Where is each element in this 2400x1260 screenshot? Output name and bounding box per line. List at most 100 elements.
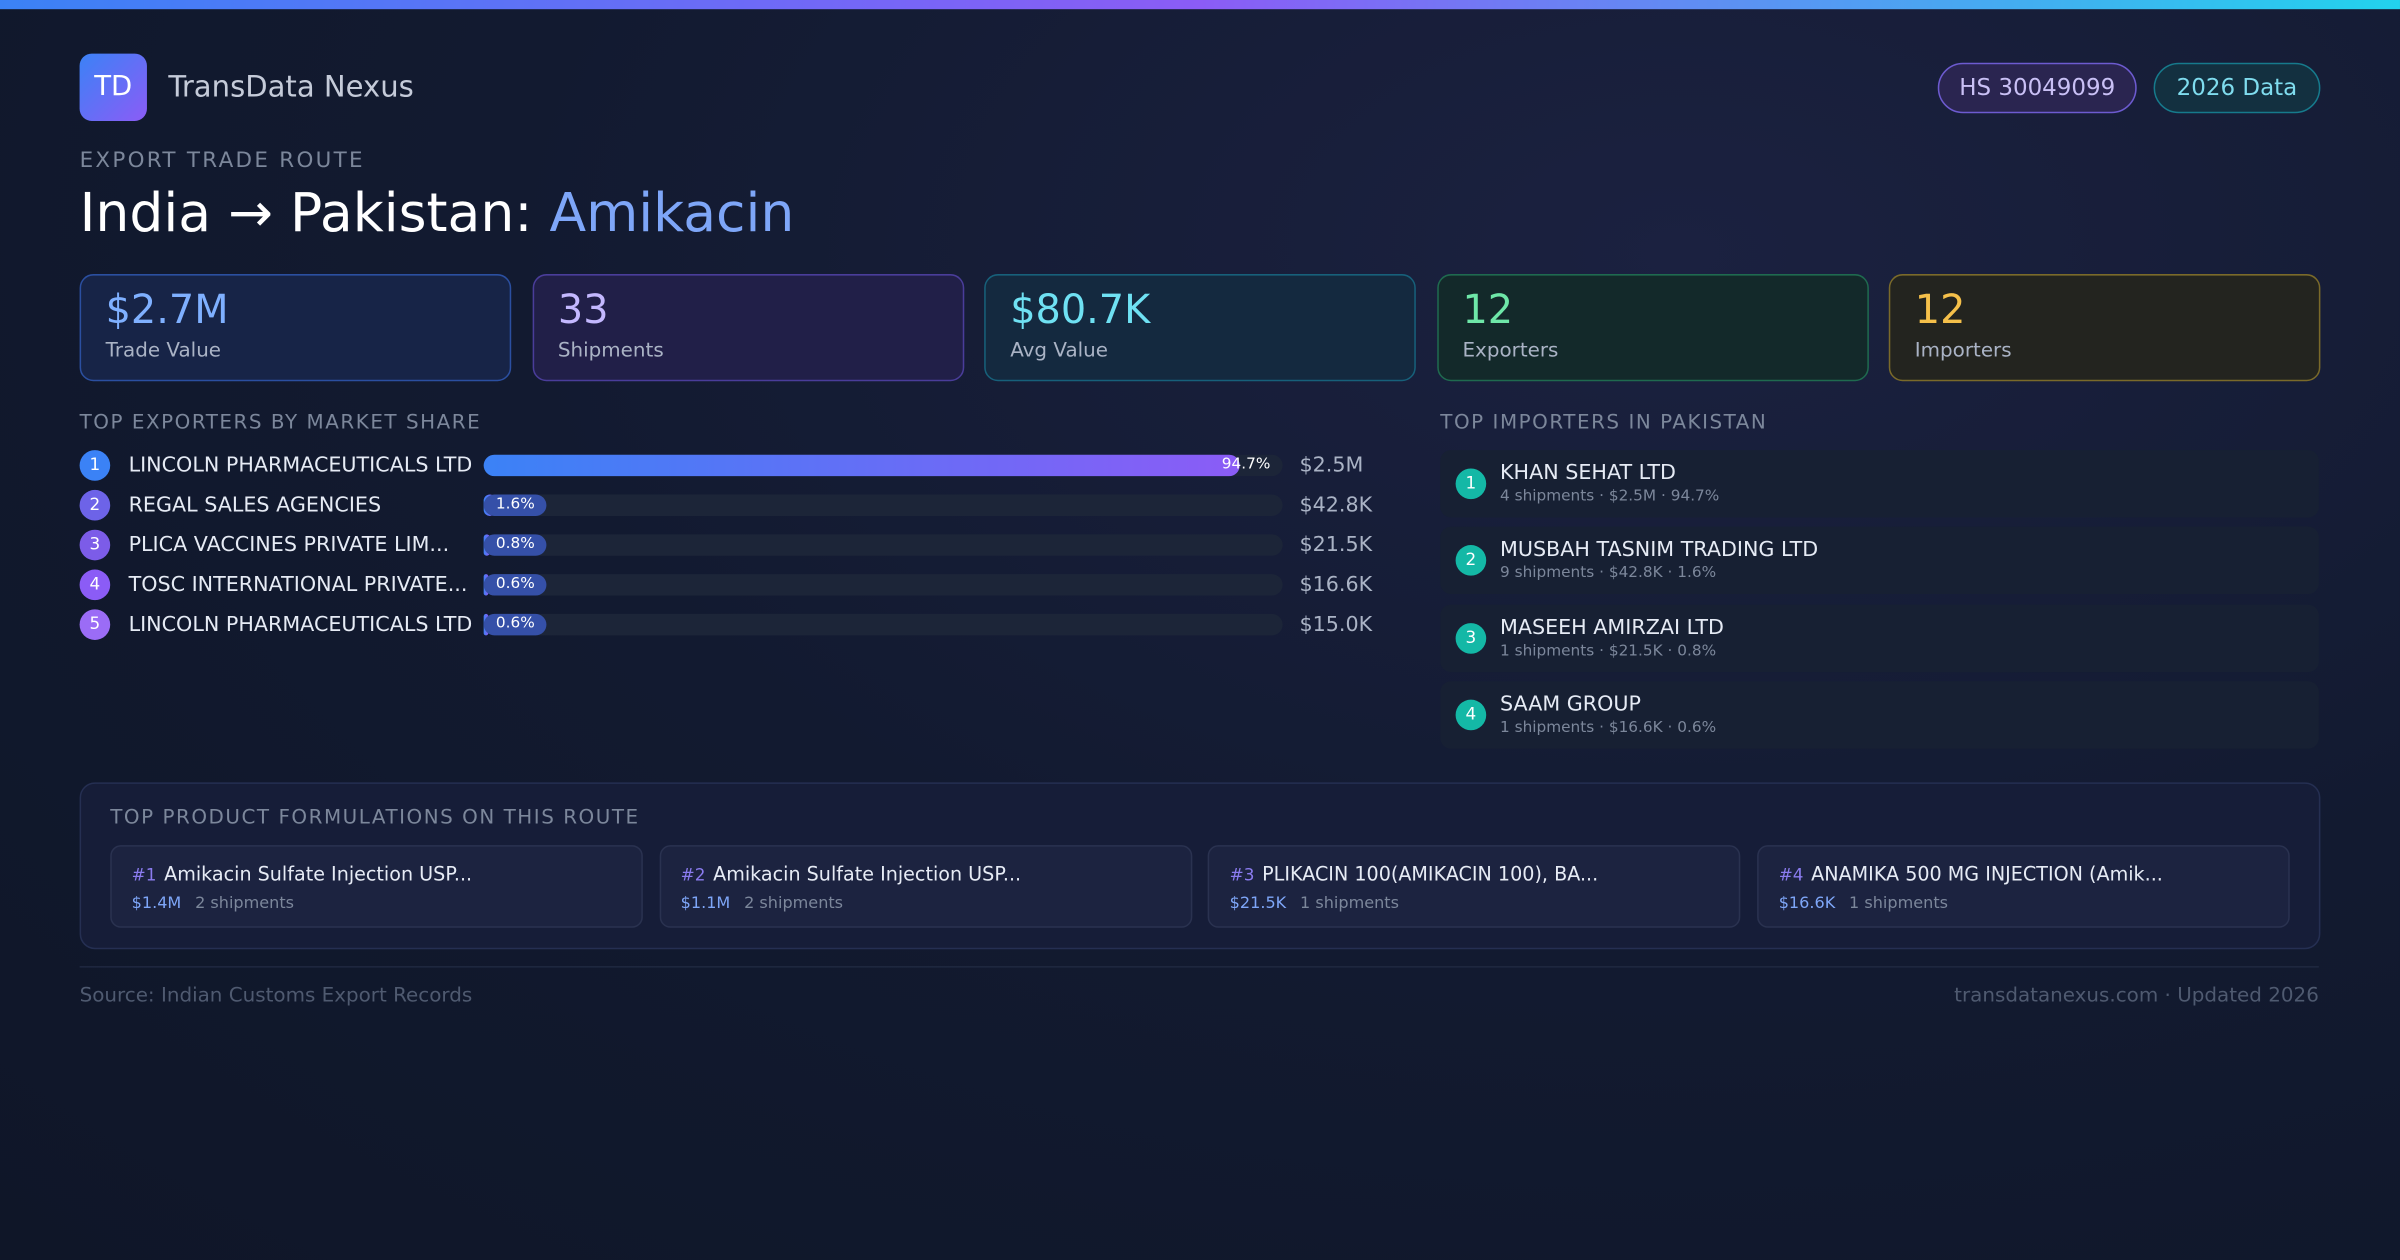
- stat-value: 12: [1914, 287, 1966, 334]
- exporter-name: REGAL SALES AGENCIES: [128, 492, 382, 518]
- importer-card: 1 KHAN SEHAT LTD 4 shipments · $2.5M · 94.…: [1440, 450, 2319, 518]
- rank-badge: 4: [1455, 699, 1487, 731]
- title: India → Pakistan: Amikacin: [80, 184, 795, 245]
- stat-value: 12: [1462, 287, 1514, 334]
- exporter-name: LINCOLN PHARMACEUTICALS LTD: [128, 612, 473, 637]
- importer-card: 4 SAAM GROUP 1 shipments · $16.6K · 0.6%: [1440, 681, 2319, 749]
- share-label: 94.7%: [1221, 456, 1271, 474]
- importer-card: 2 MUSBAH TASNIM TRADING LTD 9 shipments · …: [1440, 527, 2319, 595]
- logo: TD: [79, 53, 147, 121]
- stat-label: Importers: [1914, 339, 2012, 363]
- rank-badge: 4: [79, 569, 111, 601]
- importer-name: MASEEH AMIRZAI LTD: [1499, 614, 1724, 640]
- product-stats: $1.4M 2 shipments: [132, 894, 294, 912]
- share-bar: [483, 454, 1241, 477]
- importer-name: MUSBAH TASNIM TRADING LTD: [1499, 537, 1819, 563]
- divider: [79, 966, 2319, 968]
- product-shipments: 2 shipments: [195, 894, 295, 913]
- rank-badge: 2: [1455, 545, 1487, 577]
- product-card: #3 PLIKACIN 100(AMIKACIN 100), BA... $21.5…: [1208, 845, 1741, 928]
- stat-label: Exporters: [1462, 339, 1559, 363]
- route-title: India → Pakistan:: [79, 183, 533, 245]
- share-label: 1.6%: [483, 494, 548, 516]
- importer-name: SAAM GROUP: [1499, 691, 1641, 717]
- brand: TransData Nexus: [168, 70, 414, 105]
- product-value: $16.6K: [1778, 894, 1836, 913]
- stat-value: $80.7K: [1010, 287, 1151, 334]
- product-title: #4 ANAMIKA 500 MG INJECTION (Amik...: [1779, 862, 2163, 885]
- product-stats: $16.6K 1 shipments: [1779, 894, 1948, 912]
- product-name: PLIKACIN 100(AMIKACIN 100), BA...: [1262, 861, 1599, 885]
- source: Source: Indian Customs Export Records: [79, 984, 473, 1008]
- product-shipments: 1 shipments: [1849, 894, 1948, 913]
- share-track: 0.8%: [483, 534, 1283, 556]
- rank-badge: 3: [79, 529, 111, 561]
- product-rank: #4: [1778, 865, 1804, 885]
- exporter-name: TOSC INTERNATIONAL PRIVATE...: [128, 572, 468, 598]
- importer-card: 3 MASEEH AMIRZAI LTD 1 shipments · $21.5K …: [1440, 604, 2319, 672]
- section-title: TOP PRODUCT FORMULATIONS ON THIS ROUTE: [110, 806, 640, 830]
- importer-detail: 1 shipments · $21.5K · 0.8%: [1499, 642, 1717, 660]
- accent-bar: [0, 0, 2400, 10]
- product-title: #2 Amikacin Sulfate Injection USP...: [681, 862, 1021, 885]
- product-rank: #1: [131, 865, 157, 885]
- product-title: #1 Amikacin Sulfate Injection USP...: [132, 862, 472, 885]
- product-value: $1.1M: [680, 894, 731, 913]
- stat-card: $2.7M Trade Value: [79, 274, 512, 382]
- exporter-value: $42.8K: [1299, 492, 1373, 518]
- product-stats: $1.1M 2 shipments: [681, 894, 843, 912]
- exporter-value: $15.0K: [1299, 612, 1373, 637]
- rank-badge: 5: [79, 609, 111, 640]
- share-track: 94.7%: [483, 454, 1283, 477]
- rank-badge: 1: [79, 450, 111, 481]
- product-title: #3 PLIKACIN 100(AMIKACIN 100), BA...: [1230, 862, 1599, 885]
- stat-value: $2.7M: [105, 287, 229, 334]
- product-value: $21.5K: [1229, 894, 1287, 913]
- section-title: TOP EXPORTERS BY MARKET SHARE: [79, 411, 482, 435]
- importer-detail: 4 shipments · $2.5M · 94.7%: [1499, 488, 1720, 506]
- product-title: Amikacin: [549, 183, 795, 245]
- exporter-value: $2.5M: [1299, 453, 1364, 478]
- product-card: #2 Amikacin Sulfate Injection USP... $1.1M…: [659, 845, 1192, 928]
- product-shipments: 2 shipments: [744, 894, 844, 913]
- product-rank: #2: [680, 865, 706, 885]
- product-name: Amikacin Sulfate Injection USP...: [164, 861, 473, 885]
- share-track: 0.6%: [483, 613, 1283, 636]
- product-shipments: 1 shipments: [1300, 894, 1399, 913]
- rank-badge: 2: [79, 489, 111, 521]
- product-value: $1.4M: [131, 894, 182, 913]
- stat-label: Avg Value: [1010, 339, 1109, 363]
- rank-badge: 1: [1455, 468, 1487, 500]
- stat-card: 12 Exporters: [1436, 274, 1869, 382]
- section-title: TOP IMPORTERS IN PAKISTAN: [1440, 411, 1768, 435]
- stat-card: 33 Shipments: [531, 274, 964, 382]
- share-track: 1.6%: [483, 494, 1283, 516]
- stat-card: $80.7K Avg Value: [984, 274, 1416, 382]
- rank-badge: 3: [1455, 622, 1487, 654]
- share-label: 0.8%: [483, 534, 548, 556]
- product-card: #4 ANAMIKA 500 MG INJECTION (Amik... $16.6…: [1757, 845, 2290, 928]
- importer-detail: 9 shipments · $42.8K · 1.6%: [1499, 565, 1717, 583]
- product-rank: #3: [1229, 865, 1255, 885]
- exporter-name: PLICA VACCINES PRIVATE LIM...: [128, 532, 450, 558]
- exporter-value: $16.6K: [1299, 572, 1373, 598]
- product-card: #1 Amikacin Sulfate Injection USP... $1.4M…: [110, 845, 643, 928]
- share-label: 0.6%: [483, 574, 548, 596]
- product-name: ANAMIKA 500 MG INJECTION (Amik...: [1811, 861, 2163, 885]
- exporter-value: $21.5K: [1299, 532, 1373, 558]
- stat-label: Shipments: [557, 339, 664, 363]
- importer-detail: 1 shipments · $16.6K · 0.6%: [1499, 719, 1717, 737]
- product-name: Amikacin Sulfate Injection USP...: [713, 861, 1022, 885]
- importer-name: KHAN SEHAT LTD: [1499, 460, 1676, 486]
- share-track: 0.6%: [483, 574, 1283, 596]
- eyebrow: EXPORT TRADE ROUTE: [79, 148, 365, 174]
- stat-card: 12 Importers: [1888, 274, 2321, 382]
- share-label: 0.6%: [483, 613, 548, 636]
- product-stats: $21.5K 1 shipments: [1230, 894, 1399, 912]
- exporter-name: LINCOLN PHARMACEUTICALS LTD: [128, 453, 473, 478]
- site: transdatanexus.com · Updated 2026: [1954, 984, 2319, 1008]
- hs-badge: HS 30049099: [1937, 62, 2137, 114]
- stat-label: Trade Value: [105, 339, 222, 363]
